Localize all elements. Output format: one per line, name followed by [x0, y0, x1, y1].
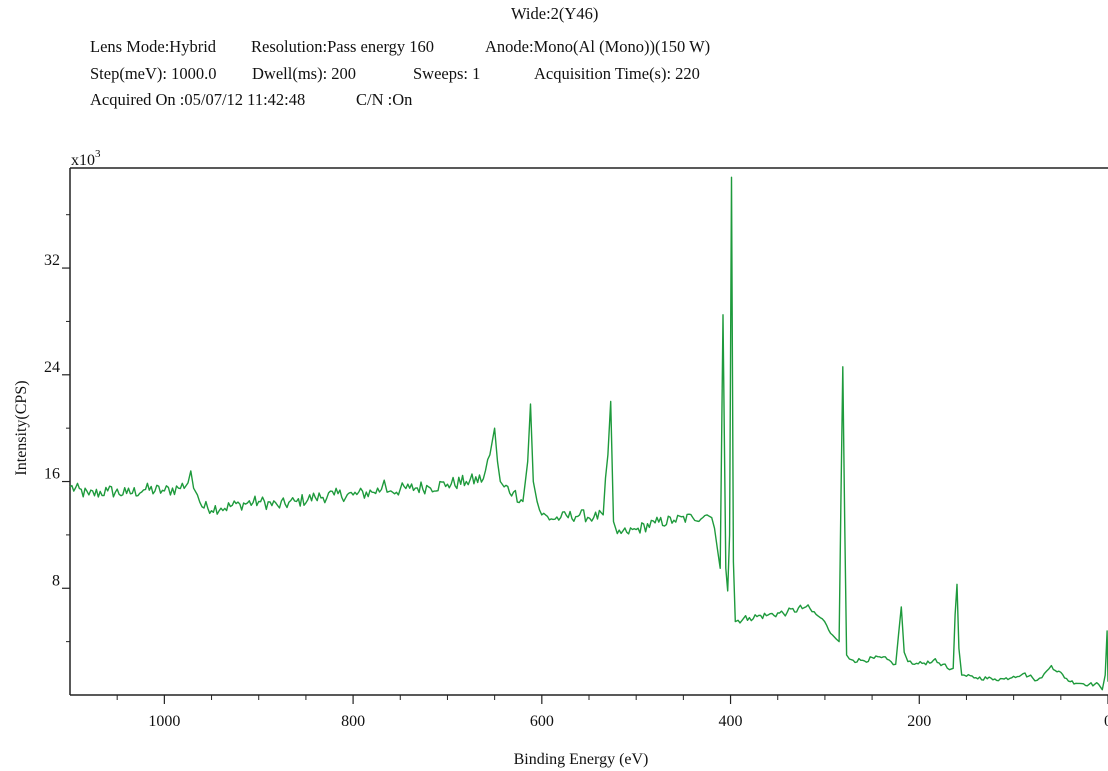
x-tick-label: 800 — [341, 713, 365, 730]
y-multiplier-exponent: 3 — [95, 148, 101, 160]
resolution-text: Resolution:Pass energy 160 — [251, 37, 435, 56]
x-tick-label: 0 — [1104, 713, 1108, 730]
y-tick-label: 24 — [44, 359, 60, 376]
chart-title: Wide:2(Y46) — [511, 4, 599, 23]
y-tick-label: 16 — [44, 466, 60, 483]
x-tick-label: 1000 — [148, 713, 180, 730]
x-axis-label: Binding Energy (eV) — [514, 751, 649, 768]
spectrum-line — [69, 176, 1108, 691]
acquired-on-text: Acquired On :05/07/12 11:42:48 — [90, 90, 306, 109]
lens-mode-text: Lens Mode:Hybrid — [90, 37, 217, 56]
step-text: Step(meV): 1000.0 — [90, 64, 217, 83]
dwell-text: Dwell(ms): 200 — [252, 64, 357, 83]
anode-text: Anode:Mono(Al (Mono))(150 W) — [485, 37, 711, 56]
y-multiplier-label: x103 — [71, 148, 101, 169]
x-tick-label: 400 — [719, 713, 743, 730]
y-tick-label: 32 — [44, 252, 60, 269]
acquisition-time-text: Acquisition Time(s): 220 — [534, 64, 700, 83]
x-tick-label: 600 — [530, 713, 554, 730]
y-tick-label: 8 — [52, 572, 60, 589]
y-axis-label: Intensity(CPS) — [13, 380, 30, 475]
x-tick-label: 200 — [907, 713, 931, 730]
sweeps-text: Sweeps: 1 — [413, 64, 481, 83]
cn-text: C/N :On — [356, 90, 413, 109]
